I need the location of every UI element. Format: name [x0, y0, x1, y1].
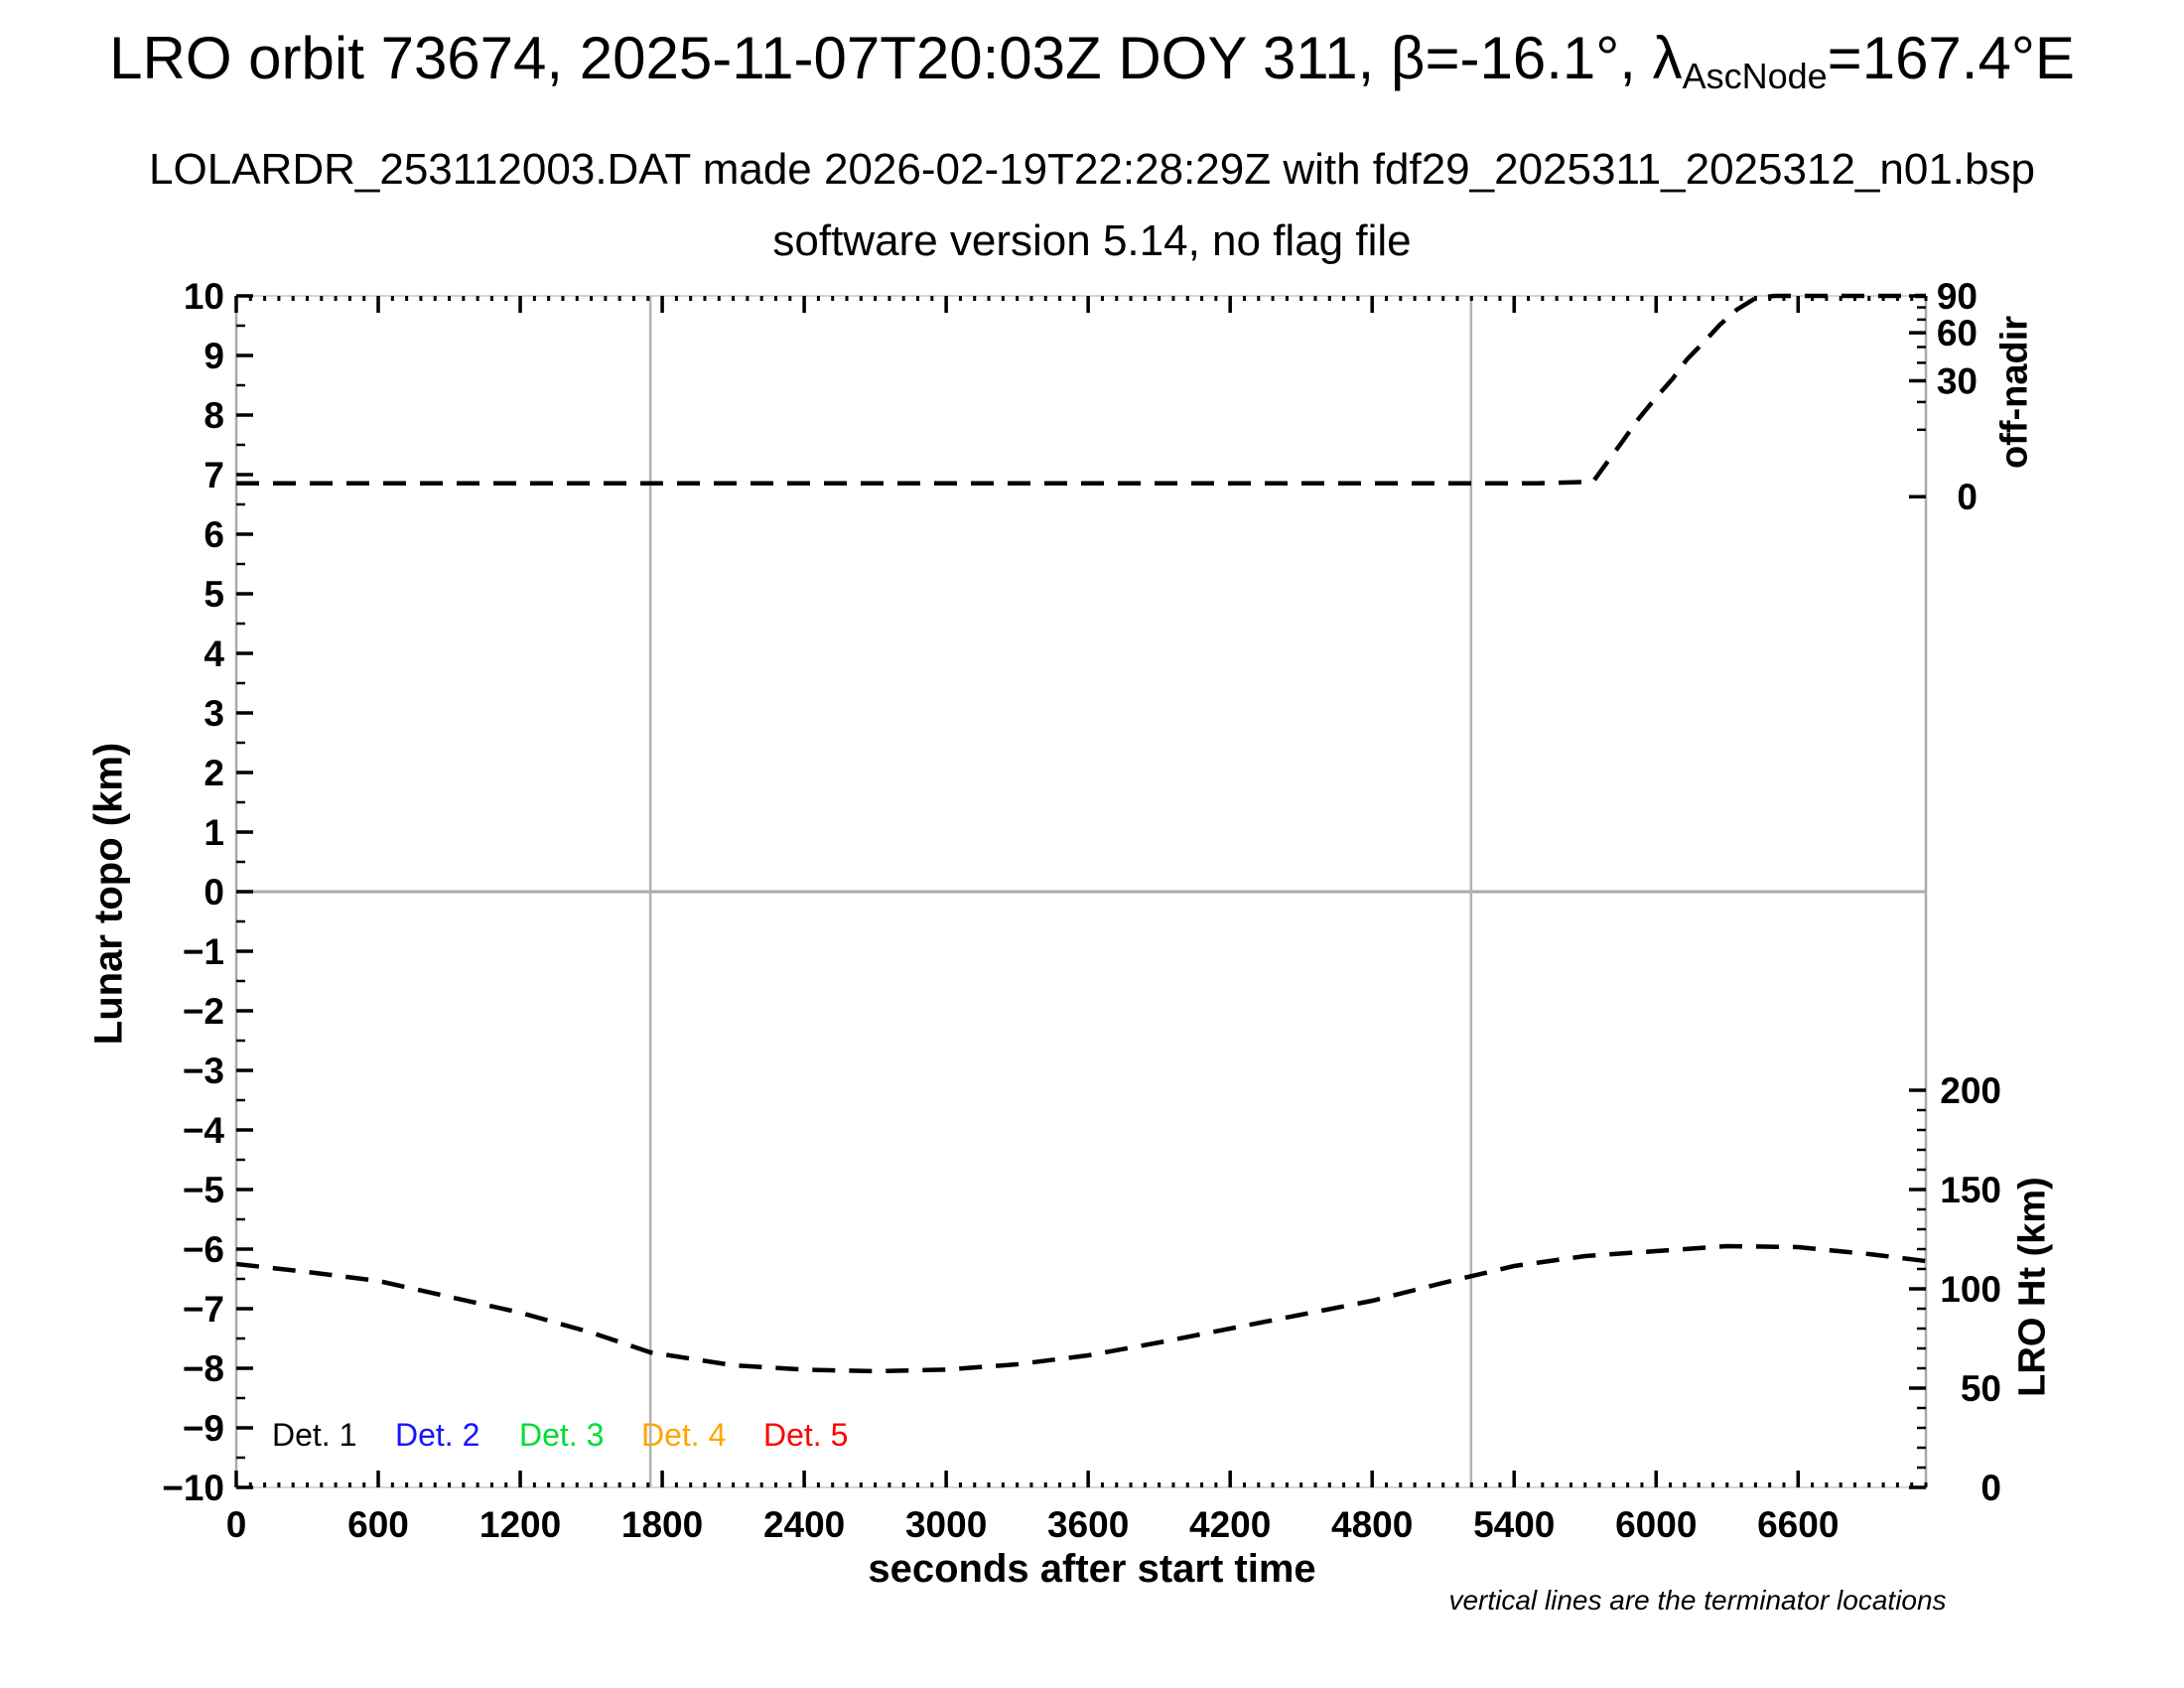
svg-text:1: 1: [204, 812, 224, 853]
subtitle-version-line: software version 5.14, no flag file: [772, 216, 1412, 265]
lro-ht-tick-labels: 0 50 100 150 200: [1940, 1070, 2001, 1508]
svg-text:200: 200: [1940, 1070, 2001, 1111]
svg-text:4: 4: [204, 633, 224, 674]
svg-text:−4: −4: [183, 1110, 225, 1151]
lro-ht-axis-ticks: [1909, 1088, 1926, 1489]
svg-text:−9: −9: [183, 1408, 224, 1449]
svg-text:−7: −7: [183, 1289, 224, 1330]
detector-legend: Det. 1 Det. 2 Det. 3 Det. 4 Det. 5: [0, 1417, 2184, 1457]
svg-text:−2: −2: [183, 991, 224, 1032]
svg-text:−10: −10: [162, 1468, 224, 1508]
terminator-footnote: vertical lines are the terminator locati…: [1448, 1585, 1947, 1616]
svg-text:3: 3: [204, 693, 224, 734]
svg-text:−3: −3: [183, 1051, 224, 1091]
svg-text:60: 60: [1937, 313, 1978, 353]
svg-text:6: 6: [204, 514, 224, 555]
title-subscript: AscNode: [1682, 56, 1828, 97]
svg-text:1800: 1800: [621, 1504, 703, 1545]
svg-text:5: 5: [204, 574, 224, 615]
svg-text:2400: 2400: [763, 1504, 845, 1545]
svg-text:8: 8: [204, 395, 224, 436]
legend-item-det-3: Det. 3: [519, 1417, 605, 1453]
svg-text:6000: 6000: [1615, 1504, 1697, 1545]
offnadir-axis-ticks: [1909, 294, 1926, 498]
svg-text:−6: −6: [183, 1229, 224, 1270]
title-main: LRO orbit 73674, 2025-11-07T20:03Z DOY 3…: [109, 25, 1683, 91]
svg-text:90: 90: [1937, 276, 1978, 317]
svg-text:600: 600: [347, 1504, 409, 1545]
svg-text:1200: 1200: [479, 1504, 561, 1545]
lro-height-curve: [235, 1243, 1927, 1374]
offnadir-curve: [236, 293, 1926, 486]
subtitle-file-line: LOLARDR_253112003.DAT made 2026-02-19T22…: [149, 145, 2035, 194]
x-major-ticks: [234, 296, 1801, 1487]
legend-item-det-4: Det. 4: [641, 1417, 727, 1453]
svg-text:4800: 4800: [1331, 1504, 1413, 1545]
svg-text:7: 7: [204, 455, 224, 495]
svg-text:0: 0: [1957, 477, 1978, 517]
svg-text:10: 10: [184, 276, 224, 317]
page-title: LRO orbit 73674, 2025-11-07T20:03Z DOY 3…: [0, 24, 2184, 97]
svg-text:2: 2: [204, 753, 224, 793]
svg-text:0: 0: [1980, 1468, 2001, 1508]
svg-text:−1: −1: [183, 931, 224, 972]
svg-text:5400: 5400: [1473, 1504, 1555, 1545]
legend-item-det-1: Det. 1: [272, 1417, 357, 1453]
svg-text:−5: −5: [183, 1170, 224, 1210]
title-suffix: =167.4°E: [1827, 25, 2075, 91]
svg-text:4200: 4200: [1189, 1504, 1271, 1545]
x-tick-labels: 0 600 1200 1800 2400 3000 3600 4200 4800 5400 6000…: [226, 1504, 1840, 1545]
svg-text:3000: 3000: [905, 1504, 987, 1545]
legend-item-det-5: Det. 5: [763, 1417, 849, 1453]
svg-text:30: 30: [1937, 360, 1978, 401]
svg-text:0: 0: [204, 872, 224, 913]
y-major-minor-ticks: [236, 294, 253, 1489]
terminator-lines: [648, 296, 1473, 1487]
x-axis-title: seconds after start time: [868, 1547, 1316, 1591]
svg-text:50: 50: [1961, 1368, 2001, 1409]
svg-text:100: 100: [1940, 1269, 2001, 1310]
svg-text:3600: 3600: [1047, 1504, 1129, 1545]
svg-text:9: 9: [204, 336, 224, 376]
svg-text:150: 150: [1940, 1170, 2001, 1210]
legend-item-det-2: Det. 2: [395, 1417, 480, 1453]
svg-text:−8: −8: [183, 1348, 224, 1389]
svg-text:6600: 6600: [1757, 1504, 1839, 1545]
svg-text:0: 0: [226, 1504, 247, 1545]
